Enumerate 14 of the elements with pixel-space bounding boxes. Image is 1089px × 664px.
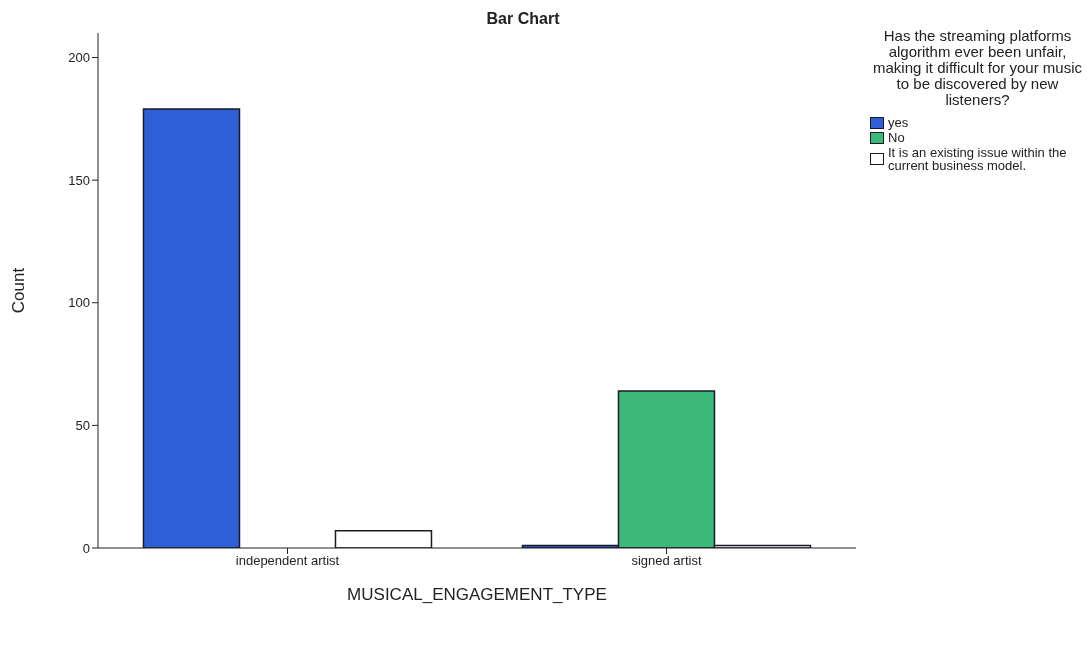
x-tick-label: independent artist	[235, 553, 340, 569]
legend-label: It is an existing issue within the current business model.	[888, 145, 1068, 173]
y-tick-label: 150	[68, 172, 90, 188]
legend-label: No	[888, 130, 905, 145]
y-tick-label: 100	[68, 295, 90, 311]
chart-title: Bar Chart	[485, 10, 561, 28]
y-tick-label: 50	[75, 418, 90, 433]
y-tick-label: 0	[82, 540, 90, 556]
x-tick-label: signed artist	[631, 553, 702, 569]
legend-label: yes	[888, 115, 909, 130]
y-tick-label: 200	[68, 50, 90, 66]
x-axis-title: MUSICAL_ENGAGEMENT_TYPE	[347, 585, 607, 604]
y-axis-title: Count	[9, 267, 29, 314]
legend-title: Has the streaming platforms algorithm ever been unfair, making it difficult for your music to be discovered by new listeners?	[872, 27, 1083, 108]
